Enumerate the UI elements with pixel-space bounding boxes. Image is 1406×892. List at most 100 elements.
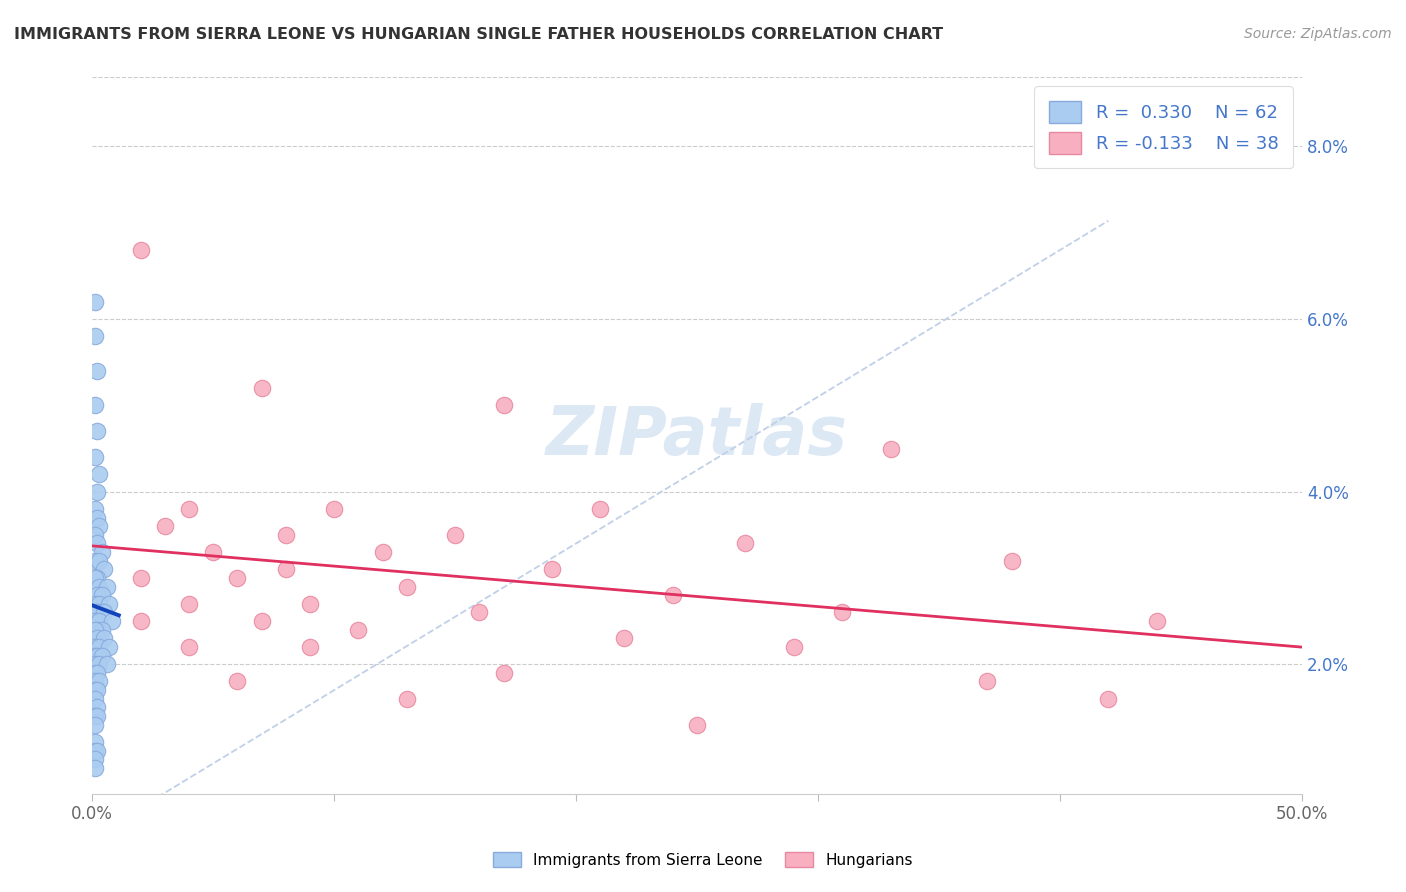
Point <box>89 580 111 594</box>
Point <box>686 717 709 731</box>
Point <box>83 691 105 706</box>
Point <box>98 640 121 654</box>
Point <box>1000 554 1022 568</box>
Point <box>177 502 200 516</box>
Text: IMMIGRANTS FROM SIERRA LEONE VS HUNGARIAN SINGLE FATHER HOUSEHOLDS CORRELATION C: IMMIGRANTS FROM SIERRA LEONE VS HUNGARIA… <box>14 27 943 42</box>
Point <box>93 606 115 620</box>
Point <box>86 424 108 438</box>
Point <box>734 536 756 550</box>
Point <box>83 683 105 698</box>
Point <box>395 691 418 706</box>
Point <box>879 442 901 456</box>
Point <box>86 571 108 585</box>
Point <box>662 588 685 602</box>
Point <box>86 536 108 550</box>
Point <box>177 597 200 611</box>
Point <box>83 648 105 663</box>
Point <box>1097 691 1119 706</box>
Point <box>83 554 105 568</box>
Point <box>86 510 108 524</box>
Point <box>129 243 152 257</box>
Point <box>83 640 105 654</box>
Point <box>83 450 105 464</box>
Point <box>86 606 108 620</box>
Point <box>86 632 108 646</box>
Point <box>371 545 394 559</box>
Point <box>89 597 111 611</box>
Point <box>83 752 105 766</box>
Point <box>83 657 105 672</box>
Point <box>226 571 249 585</box>
Text: ZIPatlas: ZIPatlas <box>546 402 848 468</box>
Text: Source: ZipAtlas.com: Source: ZipAtlas.com <box>1244 27 1392 41</box>
Point <box>274 528 297 542</box>
Point <box>129 571 152 585</box>
Point <box>83 717 105 731</box>
Point <box>89 554 111 568</box>
Point <box>86 743 108 757</box>
Point <box>90 588 112 602</box>
Point <box>613 632 636 646</box>
Point <box>589 502 612 516</box>
Point <box>83 709 105 723</box>
Point <box>83 614 105 628</box>
Point <box>89 640 111 654</box>
Point <box>83 329 105 343</box>
Point <box>90 623 112 637</box>
Point <box>86 709 108 723</box>
Point <box>86 484 108 499</box>
Point <box>89 519 111 533</box>
Point <box>98 597 121 611</box>
Point <box>83 665 105 680</box>
Point <box>83 606 105 620</box>
Point <box>83 623 105 637</box>
Point <box>444 528 467 542</box>
Point <box>83 294 105 309</box>
Point <box>100 614 122 628</box>
Point <box>976 674 998 689</box>
Point <box>492 665 515 680</box>
Point <box>347 623 370 637</box>
Point <box>298 597 321 611</box>
Point <box>177 640 200 654</box>
Point <box>89 614 111 628</box>
Point <box>83 761 105 775</box>
Point <box>96 580 118 594</box>
Point <box>541 562 564 576</box>
Point <box>492 398 515 412</box>
Point <box>90 648 112 663</box>
Point <box>86 648 108 663</box>
Point <box>83 528 105 542</box>
Point <box>93 562 115 576</box>
Point <box>783 640 806 654</box>
Point <box>831 606 853 620</box>
Point <box>89 467 111 482</box>
Point <box>274 562 297 576</box>
Point <box>298 640 321 654</box>
Point <box>86 683 108 698</box>
Point <box>93 632 115 646</box>
Point <box>83 674 105 689</box>
Point <box>83 398 105 412</box>
Point <box>86 623 108 637</box>
Point <box>83 743 105 757</box>
Point <box>86 588 108 602</box>
Point <box>89 674 111 689</box>
Point <box>395 580 418 594</box>
Point <box>83 735 105 749</box>
Point <box>129 614 152 628</box>
Point <box>96 657 118 672</box>
Point <box>90 545 112 559</box>
Point <box>86 700 108 714</box>
Point <box>226 674 249 689</box>
Point <box>83 597 105 611</box>
Point <box>250 614 273 628</box>
Point <box>86 665 108 680</box>
Legend: R =  0.330    N = 62, R = -0.133    N = 38: R = 0.330 N = 62, R = -0.133 N = 38 <box>1035 87 1294 169</box>
Point <box>250 381 273 395</box>
Point <box>86 364 108 378</box>
Legend: Immigrants from Sierra Leone, Hungarians: Immigrants from Sierra Leone, Hungarians <box>485 844 921 875</box>
Point <box>202 545 225 559</box>
Point <box>83 571 105 585</box>
Point <box>153 519 176 533</box>
